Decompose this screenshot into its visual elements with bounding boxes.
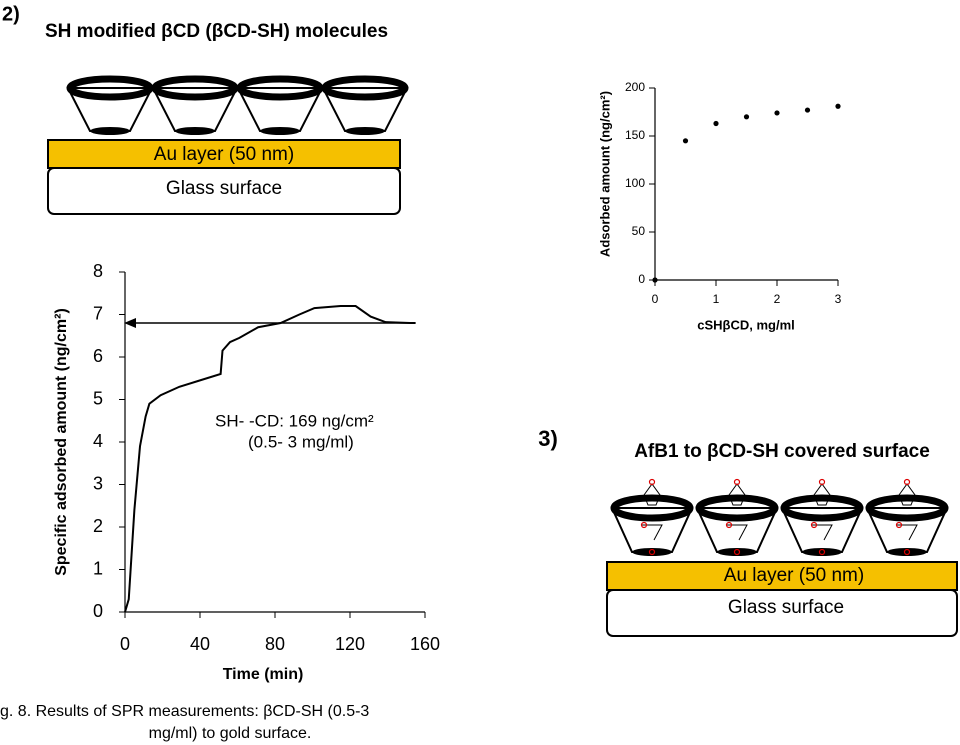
data-line — [124, 305, 416, 613]
x-axis-label: cSHβCD, mg/ml — [697, 317, 795, 332]
cup — [695, 478, 779, 556]
y-tick-label: 3 — [93, 473, 103, 493]
cup — [610, 478, 694, 556]
x-tick-label: 0 — [652, 292, 659, 306]
cup-row — [66, 75, 409, 135]
data-point — [713, 120, 719, 127]
y-tick-label: 0 — [638, 272, 645, 286]
arrow-head — [124, 318, 136, 328]
au-label: Au layer (50 nm) — [154, 144, 294, 165]
x-tick-label: 3 — [835, 292, 842, 306]
glass-label: Glass surface — [728, 597, 844, 618]
cup — [66, 75, 154, 135]
y-tick-label: 0 — [93, 601, 103, 621]
x-tick-label: 0 — [120, 634, 130, 654]
x-tick-label: 120 — [335, 634, 365, 654]
data-point — [774, 110, 780, 116]
y-tick-label: 8 — [93, 261, 103, 281]
y-tick-label: 100 — [625, 176, 645, 190]
x-tick-label: 80 — [265, 634, 285, 654]
x-tick-label: 40 — [190, 634, 210, 654]
glass-layer — [47, 167, 401, 215]
y-tick-label: 4 — [93, 431, 103, 451]
annotation: SH- -CD: 169 ng/cm² — [215, 411, 374, 430]
cup — [151, 75, 239, 135]
x-tick-label: 2 — [774, 292, 781, 306]
y-tick-label: 2 — [93, 516, 103, 536]
y-tick-label: 50 — [632, 224, 646, 238]
panel-label: 3) — [538, 426, 558, 451]
x-tick-label: 1 — [713, 292, 720, 306]
y-tick-label: 200 — [625, 80, 645, 94]
cup-row — [610, 478, 949, 556]
cup — [321, 75, 409, 135]
panel-label: 2) — [2, 3, 20, 25]
cup — [780, 478, 864, 556]
data-point — [682, 138, 689, 144]
caption: mg/ml) to gold surface. — [149, 725, 312, 742]
data-point — [804, 107, 811, 113]
data-point — [835, 103, 841, 109]
y-tick-label: 6 — [93, 346, 103, 366]
y-axis-label: Adsorbed amount (ng/cm²) — [597, 91, 612, 257]
data-point — [743, 114, 750, 120]
cup — [865, 478, 949, 556]
y-axis-label: Specific adsorbed amount (ng/cm²) — [53, 308, 70, 576]
y-tick-label: 1 — [93, 558, 103, 578]
y-tick-label: 150 — [625, 128, 645, 142]
panel-title: AfB1 to βCD-SH covered surface — [634, 441, 930, 462]
glass-label: Glass surface — [166, 178, 282, 199]
au-layer — [47, 139, 401, 169]
cup — [236, 75, 324, 135]
panel-title: SH modified βCD (βCD-SH) molecules — [45, 21, 388, 42]
annotation: (0.5- 3 mg/ml) — [248, 432, 354, 451]
data-point — [652, 277, 658, 283]
x-axis-label: Time (min) — [223, 666, 304, 683]
glass-layer — [606, 589, 958, 637]
y-tick-label: 7 — [93, 303, 103, 323]
caption: Fig. 8. Results of SPR measurements: βCD… — [0, 703, 369, 720]
x-tick-label: 160 — [410, 634, 440, 654]
y-tick-label: 5 — [93, 388, 103, 408]
au-label: Au layer (50 nm) — [724, 565, 864, 586]
